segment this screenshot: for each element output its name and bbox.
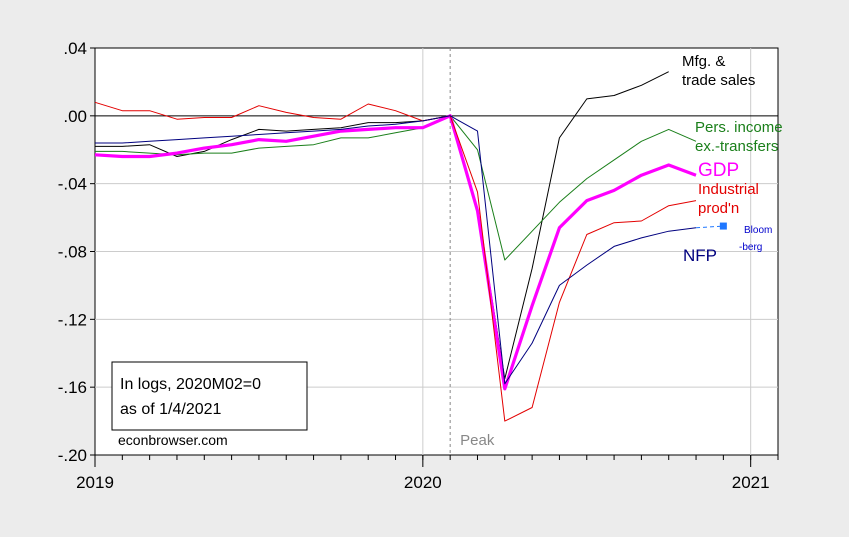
y-tick-label: -.08 xyxy=(58,243,87,262)
series-label-1: ex.-transfers xyxy=(695,138,778,155)
series-label-3: prod'n xyxy=(698,200,739,217)
bloomberg-label: Bloom xyxy=(744,225,772,236)
y-tick-label: -.16 xyxy=(58,378,87,397)
series-line-3 xyxy=(94,101,697,422)
series-label-4: NFP xyxy=(683,246,717,265)
series-label-1: Pers. income xyxy=(695,119,783,136)
series-label-0: Mfg. & xyxy=(682,53,725,70)
y-axis: .04 .00 -.04 -.08 -.12 -.16 -.20 xyxy=(58,39,95,465)
bloomberg-point xyxy=(719,222,727,230)
series-labels: Mfg. & trade sales Pers. income ex.-transfe… xyxy=(682,53,783,265)
y-tick-label: -.04 xyxy=(58,175,87,194)
x-axis: 2019 2020 2021 xyxy=(76,455,779,492)
series-line-2 xyxy=(94,114,697,391)
y-tick-label: -.12 xyxy=(58,310,87,329)
peak-label: Peak xyxy=(460,432,495,449)
bloomberg-connector xyxy=(696,225,724,229)
x-tick-label: 2021 xyxy=(732,473,770,492)
series-label-2: GDP xyxy=(698,160,739,181)
series-line-4 xyxy=(95,115,697,385)
annotation-box: In logs, 2020M02=0 as of 1/4/2021 xyxy=(111,361,308,431)
x-tick-label: 2020 xyxy=(404,473,442,492)
y-tick-label: .04 xyxy=(63,39,87,58)
series-line-1 xyxy=(95,115,697,261)
watermark: econbrowser.com xyxy=(118,432,228,448)
annotation-line-2: as of 1/4/2021 xyxy=(120,401,222,418)
annotation-box-frame xyxy=(111,361,308,431)
series-label-3: Industrial xyxy=(698,181,759,198)
series-group xyxy=(94,71,727,422)
series-label-0: trade sales xyxy=(682,72,755,89)
bloomberg-label: -berg xyxy=(739,242,762,253)
y-tick-label: .00 xyxy=(63,107,87,126)
y-tick-label: -.20 xyxy=(58,446,87,465)
x-tick-label: 2019 xyxy=(76,473,114,492)
annotation-line-1: In logs, 2020M02=0 xyxy=(120,376,261,393)
